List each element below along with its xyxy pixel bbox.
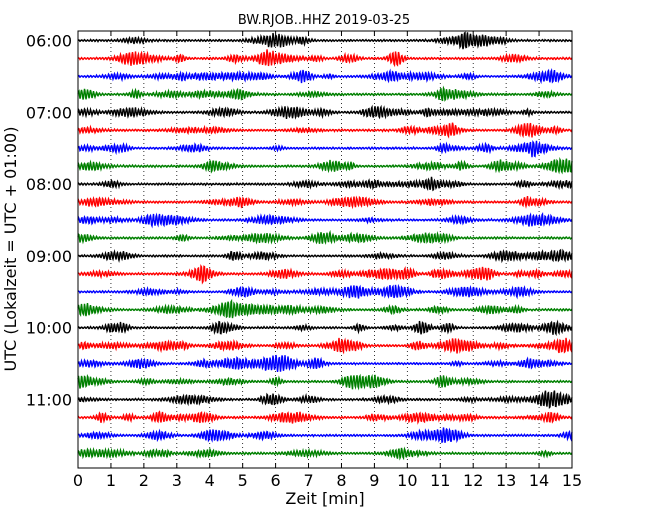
x-tick-label: 11 (430, 471, 450, 490)
trace-0945 (77, 298, 573, 319)
y-tick-label: 11:00 (26, 391, 72, 410)
x-tick-label: 3 (172, 471, 182, 490)
x-tick-label: 4 (205, 471, 215, 490)
trace-1030 (77, 354, 573, 372)
seismogram-traces (77, 31, 573, 461)
x-tick-label: 14 (529, 471, 549, 490)
trace-0900 (77, 248, 573, 264)
x-tick-label: 9 (369, 471, 379, 490)
trace-1045 (77, 373, 573, 391)
trace-0600 (77, 31, 573, 50)
trace-1100 (77, 390, 573, 409)
y-tick-label: 07:00 (26, 103, 72, 122)
x-tick-label: 10 (397, 471, 417, 490)
x-tick-label: 6 (271, 471, 281, 490)
trace-0745 (77, 156, 573, 175)
trace-0730 (77, 139, 573, 158)
x-tick-label: 7 (303, 471, 313, 490)
chart-title: BW.RJOB..HHZ 2019-03-25 (238, 13, 410, 28)
trace-0645 (77, 85, 573, 102)
trace-1145 (77, 446, 573, 461)
trace-0915 (77, 263, 573, 285)
trace-0815 (77, 195, 573, 210)
x-tick-label: 0 (73, 471, 83, 490)
trace-0800 (77, 176, 573, 192)
vertical-grid (110, 31, 540, 468)
x-axis-label: Zeit [min] (285, 489, 364, 508)
y-axis-ticks: 06:00 07:00 08:00 09:00 10:00 11:00 (26, 32, 572, 410)
plot-frame (77, 30, 573, 469)
x-tick-label: 1 (106, 471, 116, 490)
trace-1015 (77, 337, 573, 355)
x-tick-label: 5 (238, 471, 248, 490)
trace-0930 (77, 283, 573, 300)
y-tick-label: 10:00 (26, 319, 72, 338)
x-axis-ticks: 0 1 2 3 4 5 6 7 8 9 10 11 12 13 14 15 (73, 31, 582, 490)
trace-0845 (77, 229, 573, 245)
trace-0700 (77, 104, 573, 120)
trace-1115 (77, 410, 573, 425)
x-tick-label: 8 (336, 471, 346, 490)
trace-0615 (77, 49, 573, 68)
y-tick-label: 09:00 (26, 247, 72, 266)
trace-0830 (77, 212, 573, 229)
trace-0715 (77, 122, 573, 139)
trace-1000 (77, 319, 573, 337)
y-tick-label: 06:00 (26, 32, 72, 51)
trace-1130 (77, 427, 573, 444)
trace-0630 (77, 68, 573, 85)
x-tick-label: 13 (496, 471, 516, 490)
x-tick-label: 12 (463, 471, 483, 490)
y-axis-label: UTC (Lokalzeit = UTC + 01:00) (1, 127, 20, 372)
y-tick-label: 08:00 (26, 175, 72, 194)
x-tick-label: 15 (562, 471, 582, 490)
x-tick-label: 2 (139, 471, 149, 490)
